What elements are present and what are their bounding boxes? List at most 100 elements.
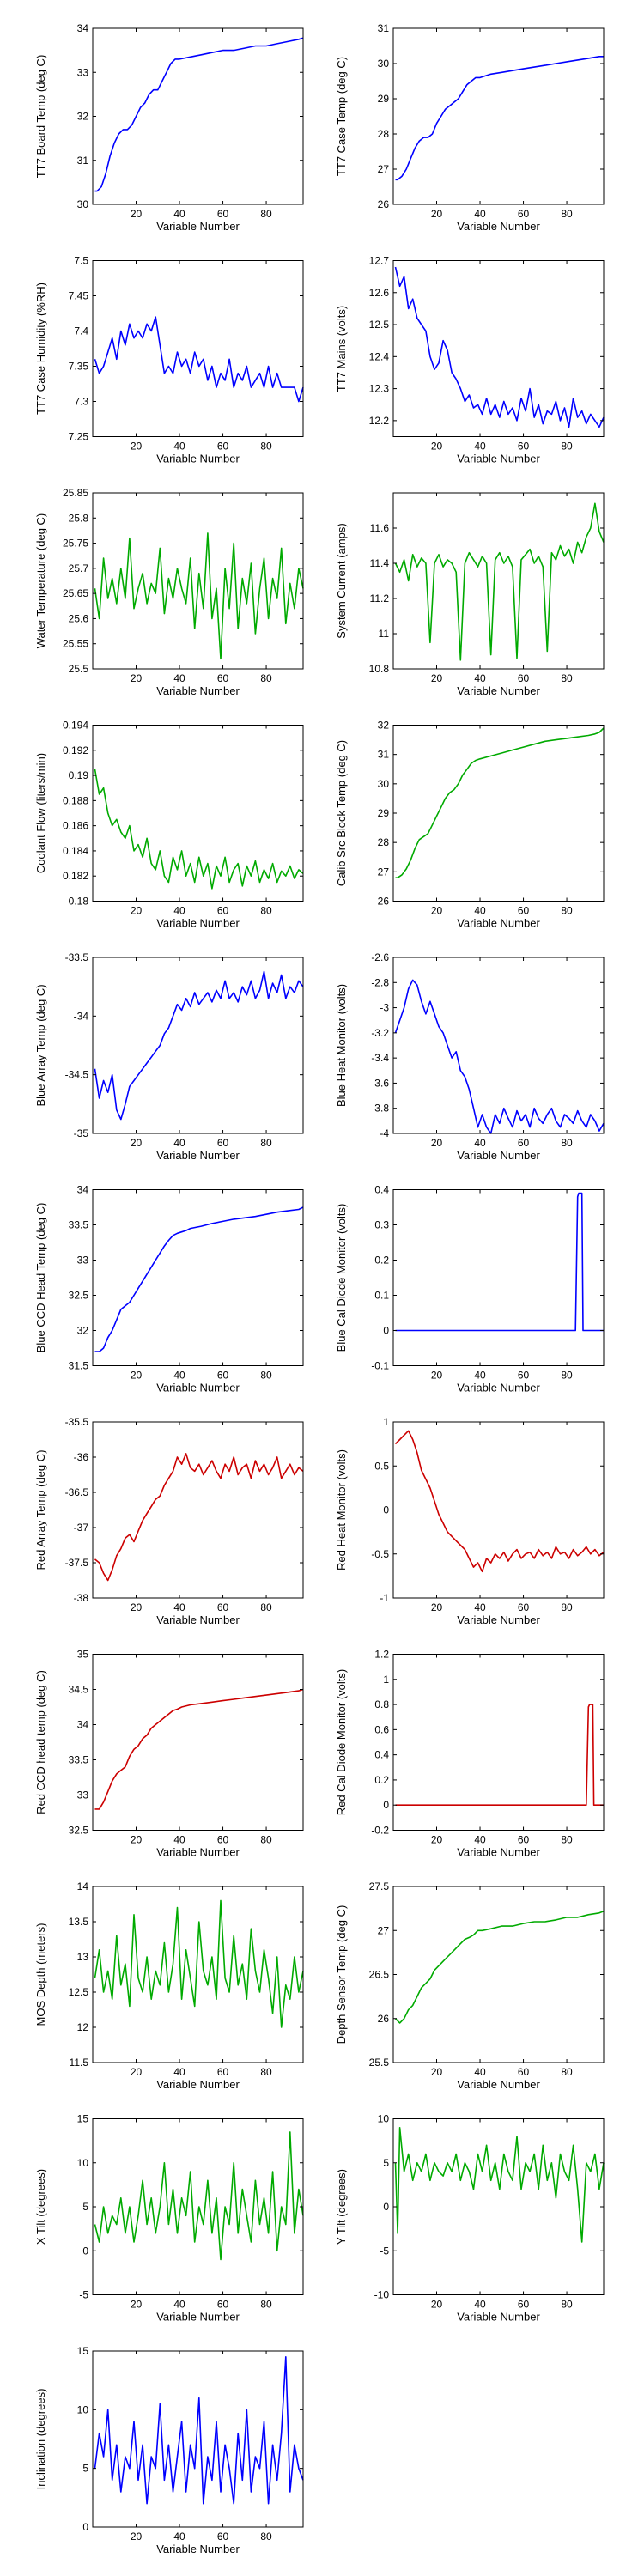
- y-tick-label: -3: [380, 1002, 389, 1014]
- y-tick-label: 0.5: [374, 1460, 389, 1472]
- x-tick-label: 40: [173, 1601, 185, 1613]
- x-tick-label: 60: [217, 2299, 229, 2311]
- y-tick-label: 33: [77, 1789, 89, 1801]
- y-tick-label: 32: [77, 111, 89, 123]
- axes-frame: [392, 1654, 605, 1831]
- y-tick-label: 31: [77, 155, 89, 167]
- x-tick-label: 20: [131, 2066, 143, 2078]
- chart-panel: -10 -5 0 5 10 20 40 60 80 Variable Number Y Tilt (…: [335, 2113, 605, 2324]
- y-tick-label: 31: [378, 749, 390, 761]
- series-line: [94, 1206, 304, 1352]
- x-tick-label: 20: [431, 1834, 443, 1846]
- y-tick-label: 10.8: [369, 663, 390, 675]
- y-axis-label: Depth Sensor Temp (deg C): [335, 1905, 348, 2044]
- y-tick-label: 7.5: [74, 255, 88, 267]
- x-axis-label: Variable Number: [457, 220, 540, 233]
- x-axis-label: Variable Number: [156, 917, 240, 930]
- x-tick-label: 80: [561, 905, 573, 917]
- y-tick-label: 26: [378, 2013, 390, 2025]
- x-tick-label: 40: [474, 672, 486, 684]
- x-tick-label: 60: [518, 2066, 530, 2078]
- y-tick-label: 10: [77, 2157, 89, 2169]
- y-tick-label: 0.4: [374, 1749, 389, 1761]
- y-tick-label: 25.5: [369, 2057, 390, 2069]
- y-tick-label: -35: [74, 1127, 89, 1139]
- x-tick-label: 60: [217, 1137, 229, 1149]
- y-tick-label: 31: [378, 22, 390, 34]
- chart-panel: 12.2 12.3 12.4 12.5 12.6 12.7 20 40 60 80 Variable…: [335, 255, 605, 465]
- axes-frame: [92, 1654, 304, 1831]
- chart-panel: -38 -37.5 -37 -36.5 -36 -35.5 20 40 60 80 Variable…: [34, 1416, 304, 1626]
- y-tick-label: 0: [383, 2201, 389, 2213]
- chart-panel: 25.5 25.55 25.6 25.65 25.7 25.75 25.8 25.85 20 40…: [34, 487, 304, 697]
- y-tick-label: 12: [77, 2021, 89, 2033]
- y-axis-label: TT7 Board Temp (deg C): [34, 55, 47, 179]
- y-tick-label: 29: [378, 807, 390, 819]
- y-tick-label: 1: [383, 1416, 389, 1428]
- y-tick-label: 11.4: [370, 557, 390, 569]
- axes-frame: [92, 1421, 304, 1599]
- x-tick-label: 60: [518, 440, 530, 453]
- x-tick-label: 80: [260, 905, 272, 917]
- x-tick-label: 80: [260, 1601, 272, 1613]
- chart-panel: -0.2 0 0.2 0.4 0.6 0.8 1 1.2 20 40 60 80 Variable Nu…: [335, 1649, 605, 1859]
- x-tick-label: 40: [173, 905, 185, 917]
- x-tick-label: 20: [131, 905, 143, 917]
- series-line: [395, 56, 604, 181]
- y-tick-label: 0: [383, 1325, 389, 1337]
- x-tick-label: 60: [217, 1834, 229, 1846]
- y-tick-label: -3.4: [371, 1052, 389, 1064]
- y-tick-label: 14: [77, 1880, 89, 1893]
- x-tick-label: 40: [173, 1834, 185, 1846]
- x-axis-label: Variable Number: [156, 2543, 240, 2555]
- y-tick-label: 12.5: [369, 319, 390, 331]
- y-tick-label: 0.6: [374, 1723, 389, 1735]
- series-line: [94, 1688, 304, 1810]
- y-tick-label: 11.5: [70, 2057, 89, 2069]
- axes-frame: [92, 2118, 304, 2295]
- series-line: [394, 502, 605, 661]
- y-tick-label: -2.6: [371, 951, 389, 963]
- x-tick-label: 80: [561, 1834, 573, 1846]
- y-axis-label: Red Array Temp (deg C): [34, 1450, 47, 1571]
- y-tick-label: -0.2: [371, 1825, 389, 1837]
- y-tick-label: 29: [378, 93, 390, 105]
- y-tick-label: 0.4: [374, 1184, 389, 1196]
- y-tick-label: 25.8: [69, 512, 89, 524]
- y-tick-label: 0.18: [69, 896, 89, 908]
- y-tick-label: 31.5: [69, 1360, 89, 1372]
- y-tick-label: 0.184: [63, 845, 88, 857]
- x-axis-label: Variable Number: [156, 1382, 240, 1394]
- y-tick-label: 0.182: [63, 870, 88, 882]
- axes-frame: [92, 1886, 304, 2063]
- chart-panel: 11.5 12 12.5 13 13.5 14 20 40 60 80 Variable Numbe…: [34, 1880, 304, 2091]
- y-tick-label: -5: [380, 2245, 389, 2257]
- y-tick-label: -0.5: [371, 1548, 389, 1560]
- y-tick-label: 5: [383, 2157, 389, 2169]
- y-tick-label: 0.2: [374, 1774, 389, 1786]
- x-tick-label: 60: [217, 2066, 229, 2078]
- y-tick-label: 27.5: [369, 1880, 390, 1893]
- axes-frame: [392, 725, 605, 902]
- x-tick-label: 40: [474, 1137, 486, 1149]
- x-tick-label: 20: [131, 1834, 143, 1846]
- chart-panel: 10.8 11 11.2 11.4 11.6 20 40 60 80 Variable Numbe…: [335, 492, 605, 697]
- x-tick-label: 40: [474, 2299, 486, 2311]
- y-tick-label: 5: [82, 2463, 88, 2475]
- chart-panel: 7.25 7.3 7.35 7.4 7.45 7.5 20 40 60 80 Variable Nu…: [34, 255, 304, 465]
- chart-panel: 0.18 0.182 0.184 0.186 0.188 0.19 0.192 0.194 20…: [34, 720, 304, 930]
- x-tick-label: 20: [131, 672, 143, 684]
- x-axis-label: Variable Number: [156, 1846, 240, 1859]
- y-tick-label: 13.5: [69, 1916, 89, 1928]
- y-tick-label: 7.25: [69, 431, 89, 443]
- y-tick-label: 12.5: [69, 1986, 89, 1998]
- y-tick-label: 32: [77, 1325, 89, 1337]
- y-tick-label: 5: [82, 2201, 88, 2213]
- y-tick-label: 7.3: [74, 396, 88, 408]
- series-line: [395, 1192, 604, 1332]
- x-axis-label: Variable Number: [156, 2311, 240, 2324]
- series-line: [394, 2127, 605, 2243]
- y-tick-label: 28: [378, 836, 390, 848]
- x-tick-label: 20: [131, 2299, 143, 2311]
